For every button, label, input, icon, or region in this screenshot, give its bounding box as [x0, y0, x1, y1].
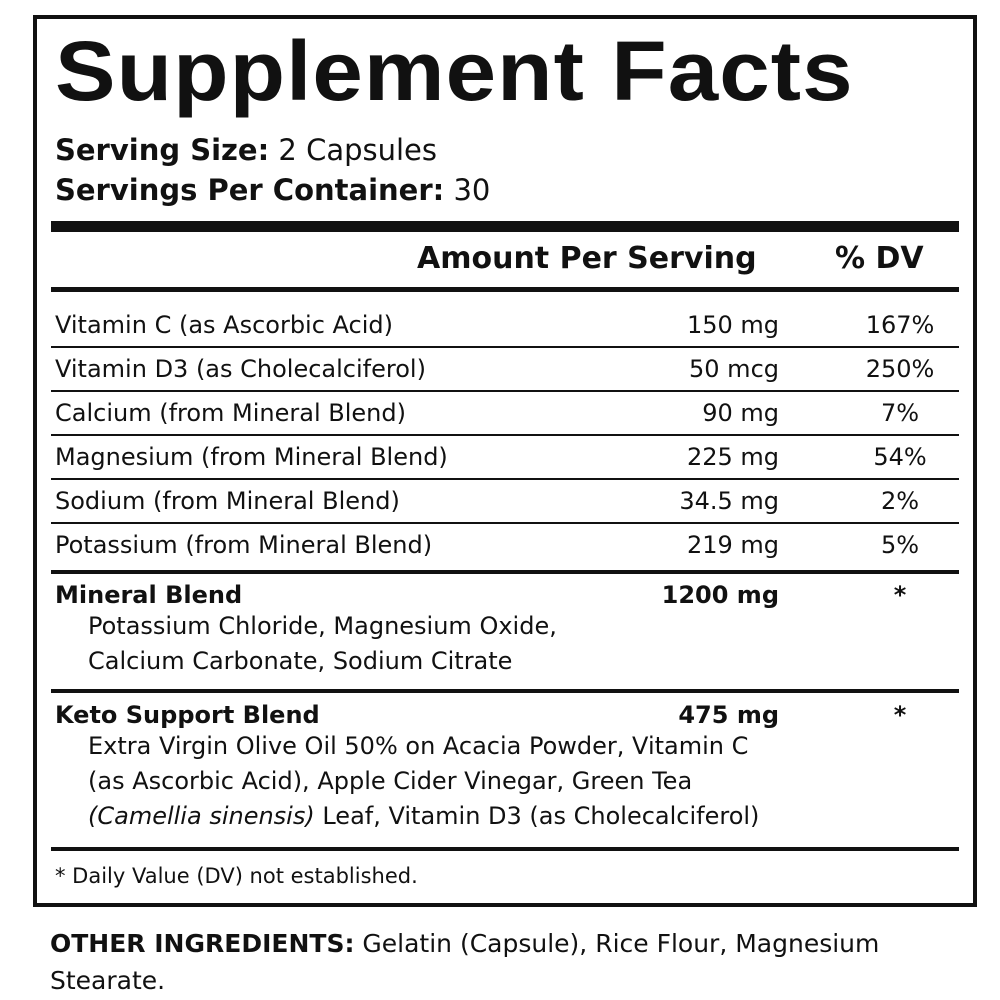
nutrient-amount: 225 mg	[686, 443, 779, 471]
header-divider	[51, 287, 959, 292]
servings-per-container: Servings Per Container: 30	[55, 173, 490, 207]
thick-divider	[51, 221, 959, 232]
nutrient-amount: 90 mg	[702, 399, 779, 427]
nutrient-row: Magnesium (from Mineral Blend) 225 mg 54%	[55, 435, 955, 479]
nutrient-name: Sodium (from Mineral Blend)	[55, 487, 400, 515]
nutrient-name: Vitamin C (as Ascorbic Acid)	[55, 311, 394, 339]
nutrient-name: Calcium (from Mineral Blend)	[55, 399, 406, 427]
blend-amount: 475 mg	[678, 701, 779, 729]
nutrient-row: Vitamin D3 (as Cholecalciferol) 50 mcg 250…	[55, 347, 955, 391]
nutrient-name: Vitamin D3 (as Cholecalciferol)	[55, 355, 426, 383]
other-ingredients-label: OTHER INGREDIENTS:	[50, 929, 355, 958]
nutrient-dv: 250%	[865, 355, 935, 383]
blend-ingredients: (Camellia sinensis) Leaf, Vitamin D3 (as…	[88, 799, 955, 834]
divider	[51, 847, 959, 851]
nutrient-dv: 54%	[873, 443, 927, 471]
nutrient-amount: 50 mcg	[689, 355, 779, 383]
nutrient-dv: 2%	[880, 487, 920, 515]
botanical-name: (Camellia sinensis)	[88, 802, 315, 830]
nutrient-dv: 5%	[880, 531, 920, 559]
nutrient-name: Magnesium (from Mineral Blend)	[55, 443, 448, 471]
serving-size: Serving Size: 2 Capsules	[55, 133, 437, 167]
row-divider	[51, 522, 959, 524]
nutrient-amount: 150 mg	[686, 311, 779, 339]
blend-ingredients: Calcium Carbonate, Sodium Citrate	[88, 647, 513, 675]
blend-amount: 1200 mg	[661, 581, 779, 609]
nutrient-dv: 7%	[880, 399, 920, 427]
divider	[51, 689, 959, 693]
blend-name: Keto Support Blend	[55, 701, 320, 729]
amount-header: Amount Per Serving	[417, 241, 757, 276]
blend-name: Mineral Blend	[55, 581, 243, 609]
blend-dv: *	[893, 581, 907, 609]
panel-title: Supplement Facts	[55, 24, 854, 118]
nutrient-row: Sodium (from Mineral Blend) 34.5 mg 2%	[55, 479, 955, 523]
divider	[51, 570, 959, 574]
blend-ingredients: Potassium Chloride, Magnesium Oxide,	[88, 612, 557, 640]
servings-value: 30	[453, 173, 491, 207]
serving-size-value: 2 Capsules	[278, 133, 437, 167]
supplement-facts-panel: Supplement Facts Serving Size: 2 Capsule…	[33, 15, 977, 907]
nutrient-row: Vitamin C (as Ascorbic Acid) 150 mg 167%	[55, 303, 955, 347]
nutrient-name: Potassium (from Mineral Blend)	[55, 531, 433, 559]
keto-support-blend: Keto Support Blend 475 mg * Extra Virgin…	[55, 701, 955, 834]
serving-size-label: Serving Size:	[55, 133, 270, 167]
nutrient-row: Calcium (from Mineral Blend) 90 mg 7%	[55, 391, 955, 435]
mineral-blend: Mineral Blend 1200 mg * Potassium Chlori…	[55, 581, 955, 679]
blend-ingredients: Extra Virgin Olive Oil 50% on Acacia Pow…	[88, 732, 749, 760]
other-ingredients-value: Gelatin (Capsule), Rice Flour, Magnesium…	[50, 929, 880, 995]
blend-dv: *	[893, 701, 907, 729]
footnote: * Daily Value (DV) not established.	[55, 864, 418, 888]
row-divider	[51, 478, 959, 480]
nutrient-amount: 34.5 mg	[679, 487, 779, 515]
nutrient-dv: 167%	[865, 311, 935, 339]
row-divider	[51, 434, 959, 436]
blend-ingredients: (as Ascorbic Acid), Apple Cider Vinegar,…	[88, 767, 693, 795]
dv-header: % DV	[835, 241, 924, 276]
row-divider	[51, 346, 959, 348]
nutrient-amount: 219 mg	[686, 531, 779, 559]
other-ingredients: OTHER INGREDIENTS: Gelatin (Capsule), Ri…	[50, 925, 950, 999]
nutrient-row: Potassium (from Mineral Blend) 219 mg 5%	[55, 523, 955, 567]
servings-label: Servings Per Container:	[55, 173, 445, 207]
row-divider	[51, 390, 959, 392]
blend-ingredients-rest: Leaf, Vitamin D3 (as Cholecalciferol)	[314, 802, 760, 830]
